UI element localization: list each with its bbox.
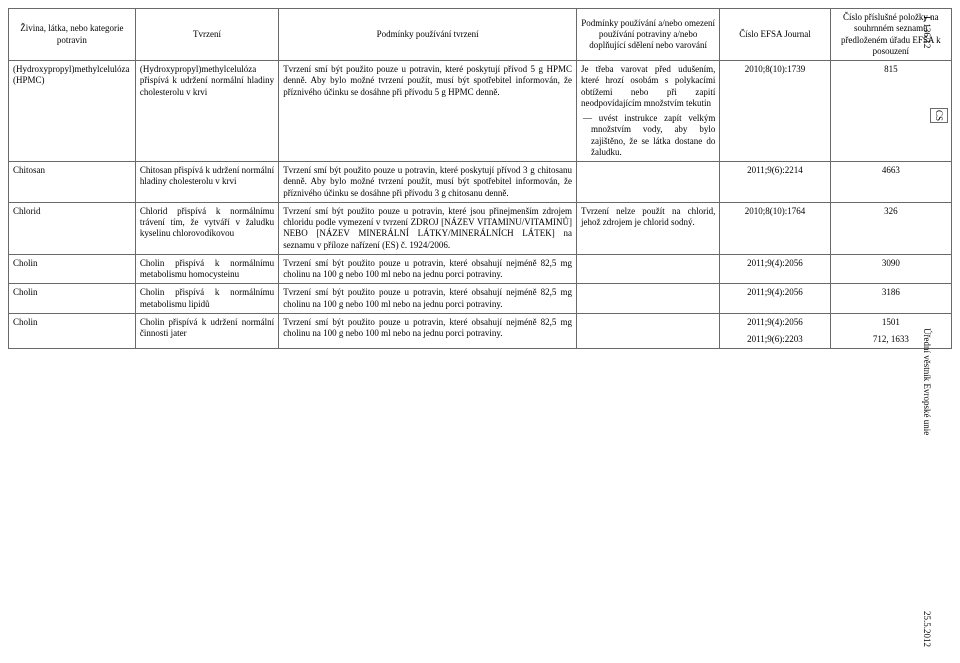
cell-cond2 [576, 284, 719, 314]
hdr-claim: Tvrzení [135, 9, 278, 61]
cell-claim: (Hydroxypropyl)methylcelulóza přispívá k… [135, 61, 278, 162]
table-row: Chlorid Chlorid přispívá k normálnímu tr… [9, 202, 952, 254]
cell-cond: Tvrzení smí být použito pouze u potravin… [279, 61, 577, 162]
cell-claim: Cholin přispívá k normálnímu metabolismu… [135, 254, 278, 284]
efsa-ref-2: 2011;9(6):2203 [724, 334, 825, 345]
hdr-cond: Podmínky používání tvrzení [279, 9, 577, 61]
language-code: CS [930, 108, 948, 123]
cell-efsa: 2010;8(10):1739 [720, 61, 830, 162]
cell-cond: Tvrzení smí být použito pouze u potravin… [279, 202, 577, 254]
cell-substance: Cholin [9, 284, 136, 314]
page-date: 25.5.2012 [922, 611, 932, 647]
table-header-row: Živina, látka, nebo kategorie potravin T… [9, 9, 952, 61]
cell-cond: Tvrzení smí být použito pouze u potravin… [279, 284, 577, 314]
journal-title: Úřední věstník Evropské unie [922, 328, 932, 435]
efsa-ref-1: 2011;9(4):2056 [724, 317, 825, 328]
claims-table: Živina, látka, nebo kategorie potravin T… [8, 8, 952, 349]
table-row: Cholin Cholin přispívá k normálnímu meta… [9, 254, 952, 284]
cell-substance: (Hydroxypropyl)methylcelulóza (HPMC) [9, 61, 136, 162]
cell-cond2 [576, 313, 719, 349]
cell-cond2 [576, 162, 719, 203]
cell-cond2: Je třeba varovat před udušením, které hr… [576, 61, 719, 162]
hdr-efsa: Číslo EFSA Journal [720, 9, 830, 61]
cell-efsa: 2011;9(4):2056 [720, 254, 830, 284]
cell-claim: Cholin přispívá k normálnímu metabolismu… [135, 284, 278, 314]
hdr-substance: Živina, látka, nebo kategorie potravin [9, 9, 136, 61]
page-ref: L 136/12 [922, 16, 932, 48]
cell-cond2 [576, 254, 719, 284]
cell-claim: Chitosan přispívá k udržení normální hla… [135, 162, 278, 203]
cell-efsa: 2011;9(4):2056 [720, 284, 830, 314]
cell-substance: Cholin [9, 313, 136, 349]
cell-cond: Tvrzení smí být použito pouze u potravin… [279, 254, 577, 284]
cell-substance: Cholin [9, 254, 136, 284]
margin-column: L 136/12 Úřední věstník Evropské unie 25… [922, 8, 940, 655]
cell-substance: Chitosan [9, 162, 136, 203]
cell-efsa: 2011;9(4):2056 2011;9(6):2203 [720, 313, 830, 349]
cell-substance: Chlorid [9, 202, 136, 254]
cell-efsa: 2011;9(6):2214 [720, 162, 830, 203]
warning-instruction: — uvést instrukce zapít velkým množstvím… [581, 113, 715, 158]
cell-cond: Tvrzení smí být použito pouze u potravin… [279, 313, 577, 349]
cell-claim: Chlorid přispívá k normálnímu trávení tí… [135, 202, 278, 254]
cell-cond: Tvrzení smí být použito pouze u potravin… [279, 162, 577, 203]
table-row: Cholin Cholin přispívá k normálnímu meta… [9, 284, 952, 314]
table-row: Cholin Cholin přispívá k udržení normáln… [9, 313, 952, 349]
table-row: (Hydroxypropyl)methylcelulóza (HPMC) (Hy… [9, 61, 952, 162]
table-row: Chitosan Chitosan přispívá k udržení nor… [9, 162, 952, 203]
cell-claim: Cholin přispívá k udržení normální činno… [135, 313, 278, 349]
cell-cond2: Tvrzení nelze použít na chlorid, jehož z… [576, 202, 719, 254]
cell-efsa: 2010;8(10):1764 [720, 202, 830, 254]
warning-text: Je třeba varovat před udušením, které hr… [581, 64, 715, 109]
hdr-cond2: Podmínky používání a/nebo omezení použív… [576, 9, 719, 61]
